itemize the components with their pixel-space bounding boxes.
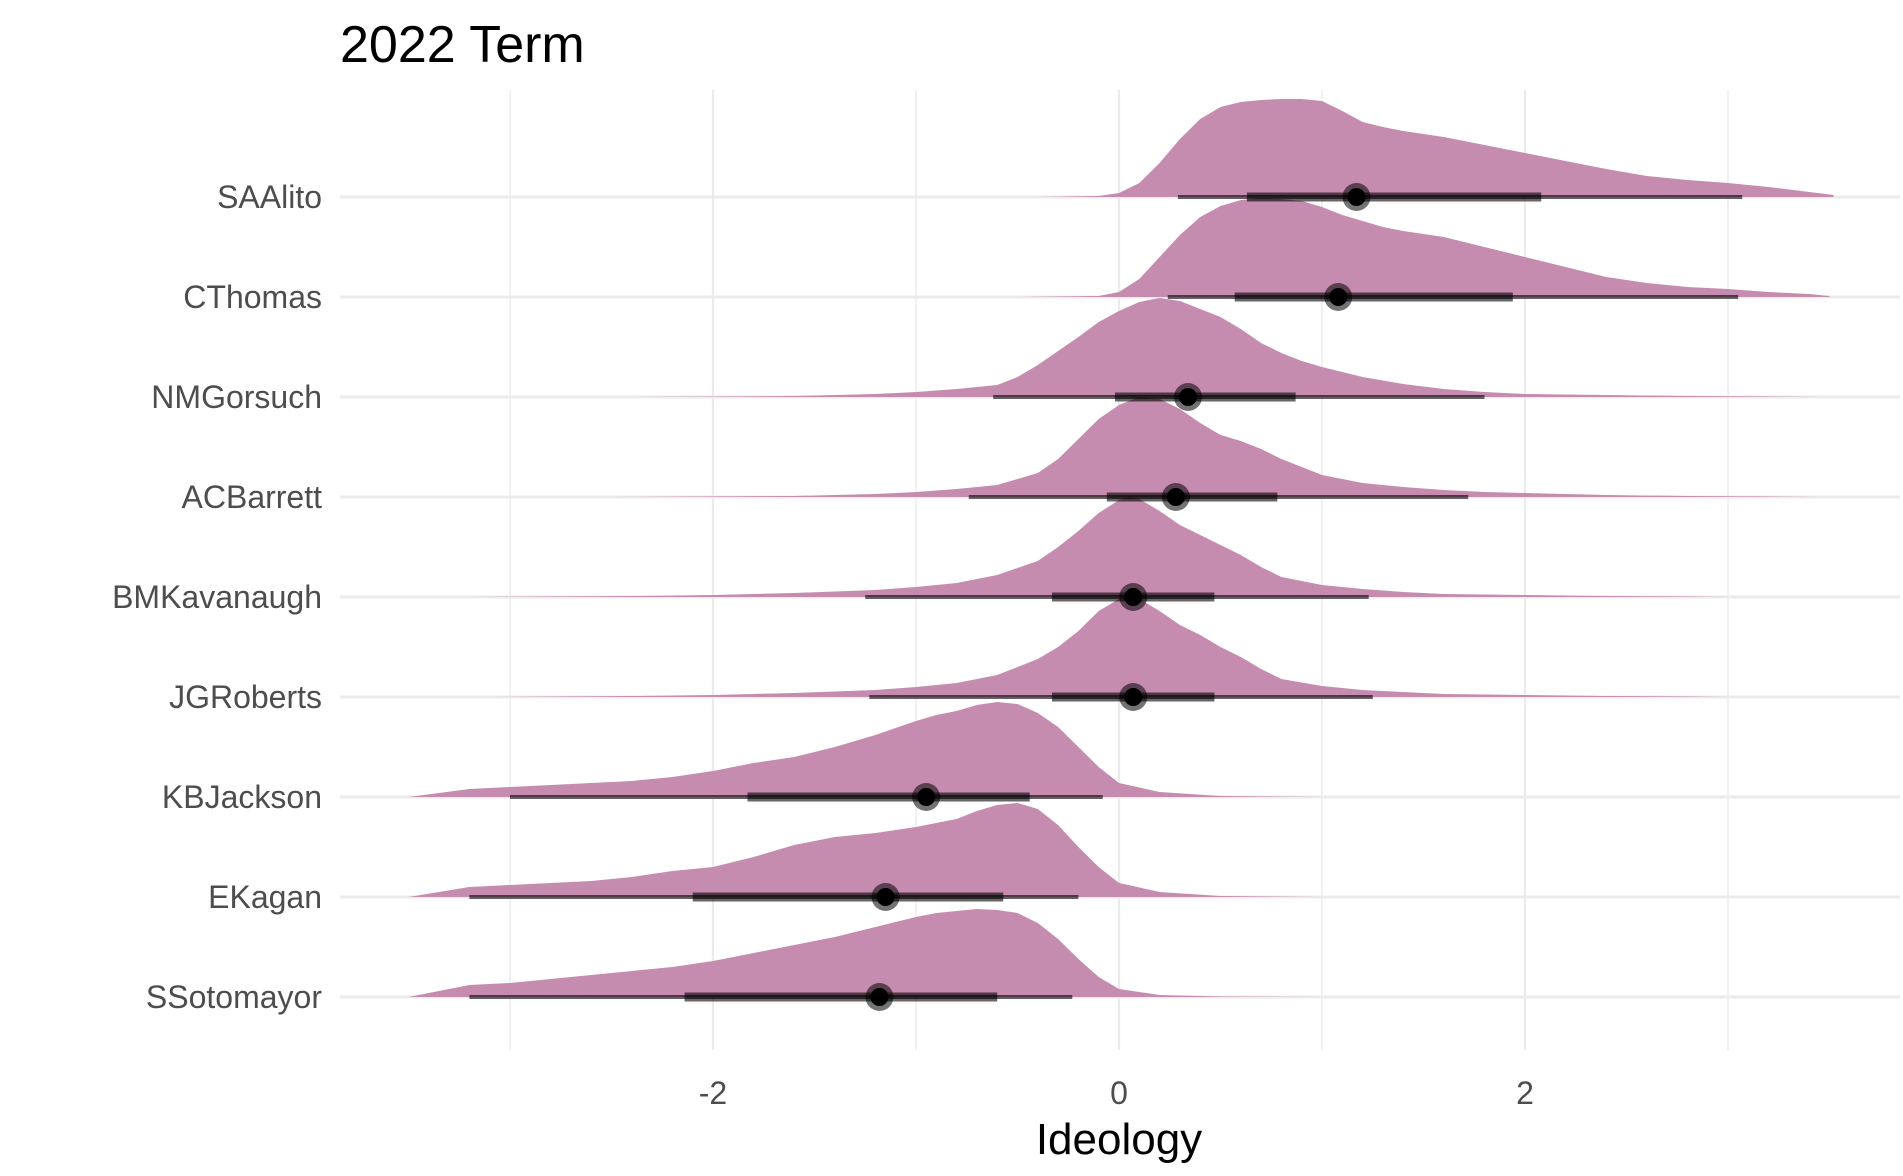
y-label-NMGorsuch: NMGorsuch (151, 379, 322, 415)
y-label-BMKavanaugh: BMKavanaugh (112, 579, 322, 615)
x-tick-label: -2 (699, 1075, 727, 1111)
density-ridge-EKagan (408, 803, 1322, 897)
y-label-SAAlito: SAAlito (217, 179, 322, 215)
y-axis-labels: SAAlito CThomas NMGorsuch ACBarrett BMKavana… (112, 179, 322, 1015)
density-ridge-NMGorsuch (631, 298, 1820, 397)
median-point-BMKavanaugh (1124, 588, 1143, 606)
chart-title: 2022 Term (340, 16, 585, 74)
density-ridge-ACBarrett (611, 397, 1820, 497)
median-point-CThomas (1329, 288, 1348, 306)
x-tick-label: 2 (1516, 1075, 1534, 1111)
x-axis-tick-labels: -2 0 2 (699, 1075, 1534, 1111)
median-point-SSotomayor (870, 988, 889, 1006)
density-ridge-BMKavanaugh (469, 497, 1728, 597)
median-point-JGRoberts (1124, 688, 1143, 706)
y-label-EKagan: EKagan (208, 879, 322, 915)
density-ridge-KBJackson (408, 702, 1322, 797)
median-point-SAAlito (1347, 188, 1366, 206)
median-point-KBJackson (917, 788, 936, 806)
y-label-KBJackson: KBJackson (162, 779, 322, 815)
y-label-ACBarrett: ACBarrett (182, 479, 323, 515)
median-point-NMGorsuch (1179, 388, 1198, 406)
y-label-JGRoberts: JGRoberts (169, 679, 322, 715)
density-ridges (408, 99, 1834, 997)
x-axis-title: Ideology (1036, 1115, 1202, 1164)
x-tick-label: 0 (1110, 1075, 1128, 1111)
y-label-SSotomayor: SSotomayor (146, 979, 322, 1015)
density-ridge-CThomas (1017, 198, 1830, 297)
point-intervals (469, 183, 1743, 1011)
median-point-EKagan (876, 888, 895, 906)
median-point-ACBarrett (1166, 488, 1185, 506)
density-ridge-SAAlito (1037, 99, 1834, 197)
y-label-CThomas: CThomas (183, 279, 322, 315)
density-ridge-SSotomayor (408, 909, 1322, 997)
density-ridge-JGRoberts (489, 597, 1729, 697)
